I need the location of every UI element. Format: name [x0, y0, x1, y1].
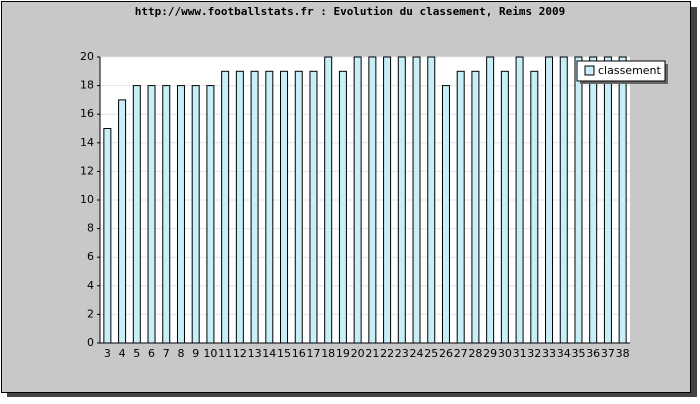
- bar: [618, 56, 627, 344]
- bar: [589, 56, 598, 344]
- bar: [427, 56, 436, 344]
- x-tick-label: 6: [148, 347, 155, 360]
- bar: [132, 85, 141, 344]
- x-tick-label: 32: [527, 347, 541, 360]
- x-tick-label: 29: [483, 347, 497, 360]
- x-tick-label: 33: [542, 347, 556, 360]
- y-tick-label: 10: [80, 193, 94, 206]
- bar: [545, 56, 554, 344]
- legend-swatch: [584, 65, 595, 76]
- x-tick-label: 30: [498, 347, 512, 360]
- bar: [338, 70, 347, 344]
- x-tick-label: 34: [557, 347, 571, 360]
- x-tick-label: 7: [163, 347, 170, 360]
- bar: [397, 56, 406, 344]
- x-tick-label: 3: [104, 347, 111, 360]
- bar: [147, 85, 156, 344]
- x-tick-label: 27: [454, 347, 468, 360]
- y-tick-label: 0: [87, 336, 94, 349]
- bar: [324, 56, 333, 344]
- x-tick-label: 20: [351, 347, 365, 360]
- x-tick-label: 9: [192, 347, 199, 360]
- y-tick-label: 20: [80, 50, 94, 63]
- bar: [515, 56, 524, 344]
- x-tick-label: 23: [395, 347, 409, 360]
- y-tick-label: 8: [87, 222, 94, 235]
- bar: [280, 70, 289, 344]
- bar: [456, 70, 465, 344]
- bar: [353, 56, 362, 344]
- bar: [250, 70, 259, 344]
- bar: [559, 56, 568, 344]
- x-tick-label: 38: [616, 347, 630, 360]
- x-tick-label: 35: [571, 347, 585, 360]
- bar: [309, 70, 318, 344]
- bar: [441, 85, 450, 344]
- x-tick-label: 8: [177, 347, 184, 360]
- y-tick-label: 18: [80, 79, 94, 92]
- x-tick-label: 11: [218, 347, 232, 360]
- bar: [191, 85, 200, 344]
- x-tick-label: 24: [410, 347, 424, 360]
- bar: [368, 56, 377, 344]
- x-tick-label: 15: [277, 347, 291, 360]
- x-tick-label: 22: [380, 347, 394, 360]
- y-tick-label: 16: [80, 107, 94, 120]
- x-tick-label: 37: [601, 347, 615, 360]
- bar: [206, 85, 215, 344]
- y-tick-label: 14: [80, 136, 94, 149]
- bar: [574, 56, 583, 344]
- bar: [162, 85, 171, 344]
- x-tick-label: 25: [424, 347, 438, 360]
- x-tick-label: 10: [203, 347, 217, 360]
- x-tick-label: 21: [365, 347, 379, 360]
- x-tick-label: 4: [119, 347, 126, 360]
- bar: [486, 56, 495, 344]
- bar: [221, 70, 230, 344]
- bar: [294, 70, 303, 344]
- bar: [103, 128, 112, 344]
- bar: [235, 70, 244, 344]
- bar: [383, 56, 392, 344]
- x-tick-label: 14: [262, 347, 276, 360]
- x-tick-label: 19: [336, 347, 350, 360]
- bar: [603, 56, 612, 344]
- bar: [412, 56, 421, 344]
- x-tick-label: 36: [586, 347, 600, 360]
- x-tick-label: 13: [248, 347, 262, 360]
- x-tick-label: 28: [468, 347, 482, 360]
- y-tick-label: 12: [80, 164, 94, 177]
- legend-box: [576, 60, 666, 82]
- chart-title: http://www.footballstats.fr : Evolution …: [135, 5, 565, 18]
- x-tick-label: 16: [292, 347, 306, 360]
- x-tick-label: 31: [513, 347, 527, 360]
- y-tick-label: 6: [87, 250, 94, 263]
- bar: [530, 70, 539, 344]
- y-tick-label: 4: [87, 279, 94, 292]
- x-tick-label: 5: [133, 347, 140, 360]
- bar: [176, 85, 185, 344]
- x-tick-label: 18: [321, 347, 335, 360]
- x-tick-label: 17: [306, 347, 320, 360]
- x-tick-label: 12: [233, 347, 247, 360]
- y-tick-label: 2: [87, 307, 94, 320]
- legend-label: classement: [598, 64, 662, 77]
- x-tick-label: 26: [439, 347, 453, 360]
- bar: [118, 99, 127, 344]
- bar: [471, 70, 480, 344]
- bar: [265, 70, 274, 344]
- bar: [500, 70, 509, 344]
